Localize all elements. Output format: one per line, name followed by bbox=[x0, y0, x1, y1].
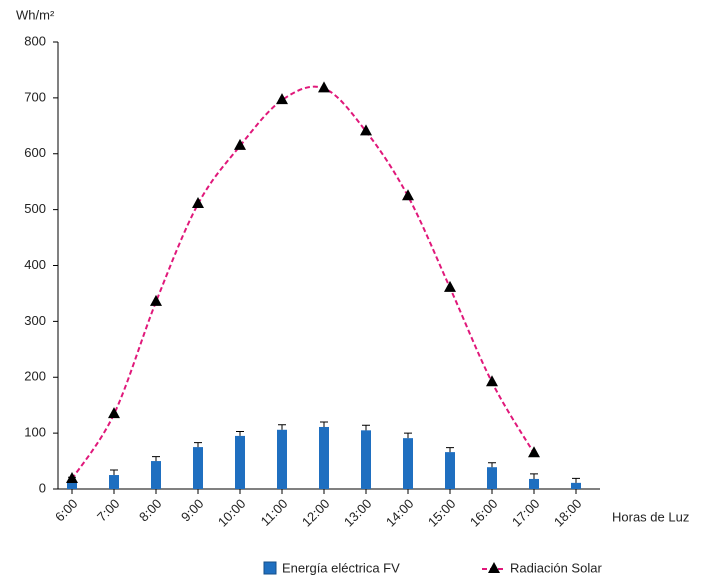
marker bbox=[150, 294, 162, 306]
bar bbox=[445, 452, 455, 489]
marker bbox=[444, 280, 456, 292]
error-bar bbox=[530, 473, 538, 479]
x-tick-label: 16:00 bbox=[467, 496, 501, 530]
marker bbox=[360, 124, 372, 136]
legend-label: Radiación Solar bbox=[510, 560, 602, 575]
y-tick-label: 700 bbox=[24, 89, 46, 104]
marker bbox=[528, 446, 540, 458]
error-bar bbox=[110, 469, 118, 476]
legend-swatch bbox=[263, 561, 277, 575]
marker bbox=[402, 189, 414, 201]
x-tick-label: 11:00 bbox=[258, 496, 291, 529]
y-tick-label: 300 bbox=[24, 313, 46, 328]
marker bbox=[66, 471, 78, 483]
bar bbox=[109, 475, 119, 489]
error-bar bbox=[572, 477, 580, 483]
marker bbox=[234, 138, 246, 150]
y-tick-label: 0 bbox=[39, 480, 46, 495]
marker bbox=[108, 407, 120, 419]
x-tick-label: 15:00 bbox=[425, 496, 459, 530]
bar bbox=[403, 438, 413, 489]
line bbox=[71, 85, 535, 480]
bar bbox=[277, 429, 287, 489]
y-tick-label: 400 bbox=[24, 257, 46, 272]
marker bbox=[276, 93, 288, 105]
marker bbox=[318, 81, 330, 93]
y-tick-label: 500 bbox=[24, 201, 46, 216]
x-tick-label: 17:00 bbox=[509, 496, 543, 530]
marker bbox=[192, 197, 204, 209]
y-tick-label: 800 bbox=[24, 33, 46, 48]
bar bbox=[151, 461, 161, 489]
y-tick-label: 100 bbox=[24, 425, 46, 440]
bar bbox=[361, 430, 371, 489]
y-tick-label: 200 bbox=[24, 369, 46, 384]
legend-swatch bbox=[488, 562, 500, 573]
bar bbox=[67, 481, 77, 489]
bar bbox=[319, 426, 329, 489]
error-bar bbox=[446, 447, 454, 453]
error-bar bbox=[488, 462, 496, 468]
x-tick-label: 10:00 bbox=[215, 496, 249, 530]
x-tick-label: 13:00 bbox=[341, 496, 375, 530]
x-tick-label: 14:00 bbox=[383, 496, 417, 530]
error-bar bbox=[194, 442, 202, 448]
error-bar bbox=[152, 456, 160, 462]
x-tick-label: 18:00 bbox=[551, 496, 585, 530]
error-bar bbox=[278, 424, 286, 430]
x-tick-label: 8:00 bbox=[136, 496, 165, 525]
bar bbox=[487, 467, 497, 489]
x-tick-label: 12:00 bbox=[299, 496, 333, 530]
error-bar bbox=[320, 421, 328, 427]
bar bbox=[193, 447, 203, 489]
x-tick-label: 9:00 bbox=[178, 496, 207, 525]
x-axis-label: Horas de Luz bbox=[612, 509, 689, 524]
bar bbox=[571, 482, 581, 489]
error-bar bbox=[362, 424, 370, 431]
marker bbox=[486, 375, 498, 387]
x-tick-label: 6:00 bbox=[52, 496, 81, 525]
legend-label: Energía eléctrica FV bbox=[282, 560, 400, 575]
y-tick-label: 600 bbox=[24, 145, 46, 160]
bar bbox=[529, 478, 539, 489]
y-axis-label: Wh/m² bbox=[16, 7, 55, 22]
error-bar bbox=[404, 432, 412, 439]
bar bbox=[235, 435, 245, 489]
x-tick-label: 7:00 bbox=[94, 496, 123, 525]
error-bar bbox=[236, 430, 244, 436]
